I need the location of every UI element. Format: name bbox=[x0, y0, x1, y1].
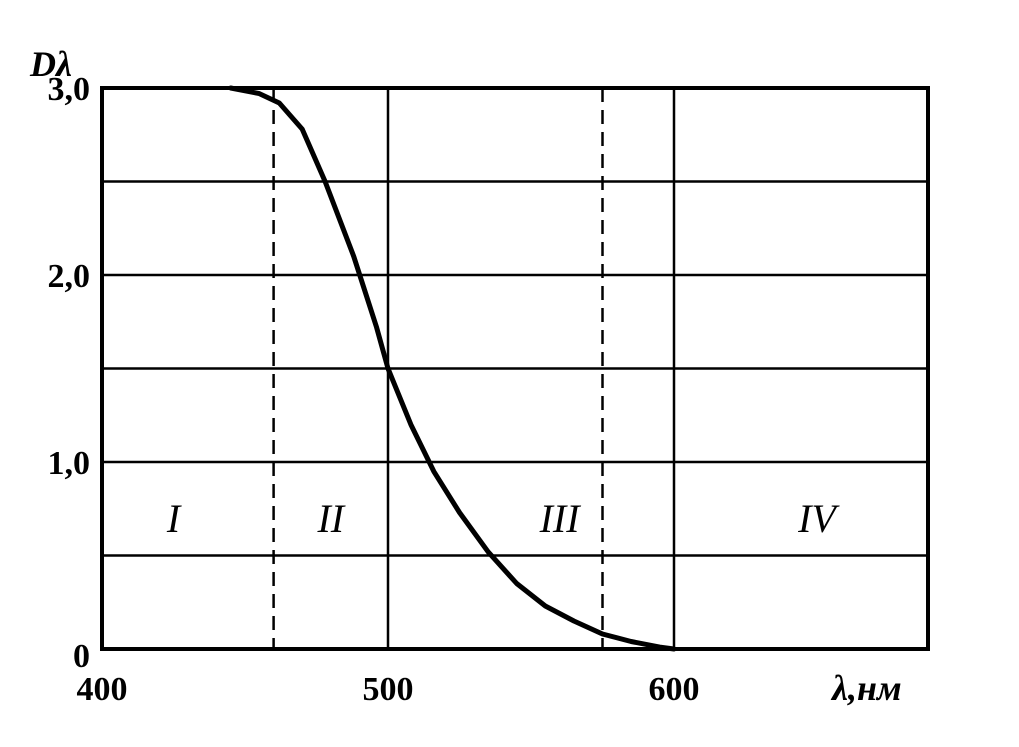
x-axis-ticks: 400 500 600 bbox=[77, 671, 700, 708]
x-tick-label: 400 bbox=[77, 671, 128, 708]
plot-frame bbox=[100, 86, 930, 651]
y-tick-label: 0 bbox=[73, 638, 90, 675]
y-axis-label: Dλ bbox=[29, 44, 72, 84]
y-tick-label: 3,0 bbox=[48, 71, 91, 108]
y-tick-label: 1,0 bbox=[48, 445, 91, 482]
x-tick-label: 600 bbox=[649, 671, 700, 708]
region-label: III bbox=[539, 496, 582, 541]
grid bbox=[102, 86, 928, 649]
y-axis-ticks: 0 1,0 2,0 3,0 bbox=[48, 71, 91, 675]
x-axis-label: λ,нм bbox=[830, 668, 902, 708]
region-labels: I II III IV bbox=[166, 496, 841, 541]
region-label: I bbox=[166, 496, 182, 541]
x-tick-label: 500 bbox=[363, 671, 414, 708]
region-label: IV bbox=[797, 496, 840, 541]
series-line bbox=[228, 85, 677, 652]
y-tick-label: 2,0 bbox=[48, 258, 91, 295]
region-label: II bbox=[316, 496, 345, 541]
